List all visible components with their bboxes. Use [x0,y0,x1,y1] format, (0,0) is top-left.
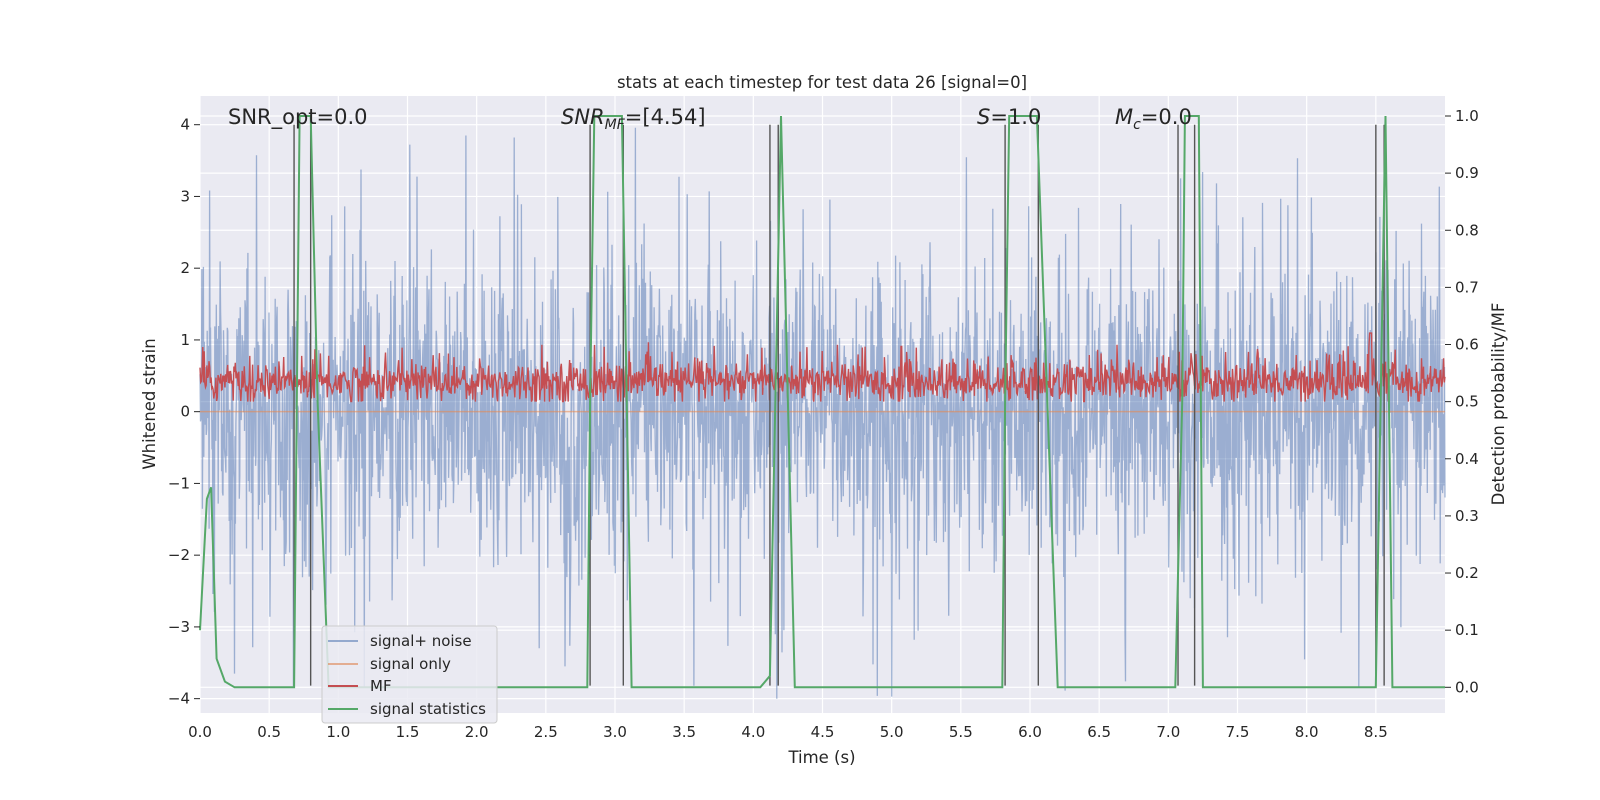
legend-label-signal-statistics: signal statistics [370,700,486,718]
x-tick-label: 2.0 [465,723,489,741]
legend-label-signal-only: signal only [370,655,451,673]
right-y-tick-label: 1.0 [1455,107,1479,125]
legend-label-signal-plus-noise: signal+ noise [370,632,472,650]
right-y-tick-label: 0.7 [1455,278,1479,296]
legend-entry-mf: MF [328,677,392,695]
x-tick-label: 7.0 [1156,723,1180,741]
y-tick-label: 1 [180,331,190,349]
annotation-s: S=1.0 [977,105,1041,129]
chart-title: stats at each timestep for test data 26 … [617,73,1027,92]
y-axis-ticks: 4 3 2 1 0 −1 −2 −3 −4 [168,116,200,708]
legend-entry-signal-plus-noise: signal+ noise [328,632,472,650]
right-y-tick-label: 0.3 [1455,507,1479,525]
y-axis-label: Whitened strain [140,338,159,469]
series-mf [199,332,1446,403]
y-tick-label: 3 [180,187,190,205]
y-tick-label: 4 [180,116,190,134]
x-tick-label: 5.5 [949,723,973,741]
right-y-tick-label: 0.0 [1455,678,1479,696]
legend: signal+ noise signal only MF signal stat… [321,625,498,724]
right-y-axis-label: Detection probability/MF [1489,303,1508,506]
right-y-tick-label: 0.9 [1455,164,1479,182]
annotation-snr-mf: SNRMF=[4.54] [561,105,706,133]
annotation-snr-opt: SNR_opt=0.0 [228,105,368,130]
x-tick-label: 3.5 [672,723,696,741]
legend-box [321,625,498,724]
legend-label-mf: MF [370,677,392,695]
x-tick-label: 6.0 [1018,723,1042,741]
right-y-tick-label: 0.8 [1455,221,1479,239]
x-tick-label: 7.5 [1226,723,1250,741]
annotation-mc-base: M [1115,105,1133,129]
x-tick-label: 4.0 [741,723,765,741]
annotation-s-base: S [977,105,990,129]
annotation-snr-mf-value: =[4.54] [625,105,706,129]
right-y-tick-label: 0.4 [1455,450,1479,468]
x-axis-ticks: 0.0 0.5 1.0 1.5 2.0 2.5 3.0 3.5 4.0 4.5 5.0 5.5 6.0 6… [188,723,1388,741]
annotation-mc-sub: c [1133,117,1141,133]
x-tick-label: 0.5 [257,723,281,741]
y-tick-label: 0 [180,403,190,421]
annotation-mc: Mc=0.0 [1115,105,1192,133]
right-y-tick-label: 0.5 [1455,393,1479,411]
annotation-snr-mf-sub: MF [605,117,626,133]
right-y-tick-label: 0.2 [1455,564,1479,582]
annotation-snr-mf-base: SNR [561,105,605,129]
x-tick-label: 8.0 [1295,723,1319,741]
y-tick-label: −2 [168,546,190,564]
legend-entry-signal-statistics: signal statistics [328,700,486,718]
annotation-mc-value: =0.0 [1141,105,1192,129]
x-tick-label: 4.5 [811,723,835,741]
x-tick-label: 3.0 [603,723,627,741]
right-y-tick-label: 0.1 [1455,621,1479,639]
x-tick-label: 8.5 [1364,723,1388,741]
x-tick-label: 2.5 [534,723,558,741]
x-tick-label: 1.5 [396,723,420,741]
mf-line [199,332,1446,403]
plot-area [199,115,1446,699]
y-tick-label: −3 [168,618,190,636]
x-tick-label: 6.5 [1087,723,1111,741]
x-tick-label: 5.0 [880,723,904,741]
right-y-tick-label: 0.6 [1455,336,1479,354]
right-y-axis-ticks: 1.0 0.9 0.8 0.7 0.6 0.5 0.4 0.3 0.2 0.1 0.0 [1445,107,1479,696]
y-tick-label: −4 [168,690,190,708]
y-tick-label: −1 [168,474,190,492]
x-tick-label: 0.0 [188,723,212,741]
annotation-s-value: =1.0 [990,105,1041,129]
x-axis-label: Time (s) [787,748,855,767]
annotations: SNR_opt=0.0 SNRMF=[4.54] S=1.0 Mc=0.0 [228,105,1192,133]
signal-statistics-line [199,115,1445,689]
legend-entry-signal-only: signal only [328,655,451,673]
y-tick-label: 2 [180,259,190,277]
x-tick-label: 1.0 [326,723,350,741]
series-signal-statistics [199,115,1445,689]
